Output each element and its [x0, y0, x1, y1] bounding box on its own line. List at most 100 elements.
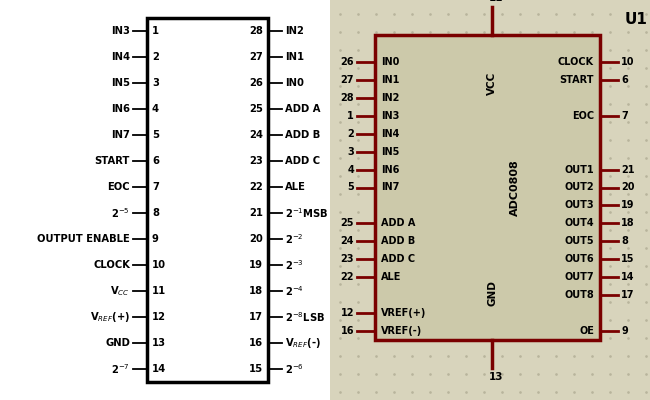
Text: CLOCK: CLOCK	[93, 260, 130, 270]
Text: CLOCK: CLOCK	[558, 57, 594, 67]
Text: START: START	[560, 75, 594, 85]
Text: GND: GND	[105, 338, 130, 348]
Bar	[147, 18, 268, 382]
Text: 2$^{-7}$: 2$^{-7}$	[111, 362, 130, 376]
Text: OUT8: OUT8	[564, 290, 594, 300]
Text: 2: 2	[347, 129, 354, 139]
Text: GND: GND	[487, 280, 497, 306]
Text: 4: 4	[152, 104, 159, 114]
Text: V$_{REF}$(+): V$_{REF}$(+)	[90, 310, 130, 324]
Text: 25: 25	[341, 218, 354, 228]
Text: 6: 6	[621, 75, 628, 85]
Text: 12: 12	[341, 308, 354, 318]
Text: 5: 5	[152, 130, 159, 140]
Text: 9: 9	[621, 326, 628, 336]
Text: 21: 21	[621, 164, 634, 174]
Bar	[330, 0, 650, 400]
Text: 28: 28	[249, 26, 263, 36]
Text: ADD C: ADD C	[381, 254, 415, 264]
Text: IN4: IN4	[111, 52, 130, 62]
Text: 11: 11	[489, 0, 503, 3]
Text: 2$^{-8}$LSB: 2$^{-8}$LSB	[285, 310, 325, 324]
Text: 15: 15	[621, 254, 634, 264]
Text: IN3: IN3	[381, 111, 399, 121]
Text: 2$^{-6}$: 2$^{-6}$	[285, 362, 304, 376]
Text: ALE: ALE	[381, 272, 402, 282]
Text: OUTPUT ENABLE: OUTPUT ENABLE	[37, 234, 130, 244]
Text: 14: 14	[152, 364, 166, 374]
Text: 16: 16	[341, 326, 354, 336]
Text: OUT3: OUT3	[564, 200, 594, 210]
Text: 22: 22	[341, 272, 354, 282]
Bar	[0, 0, 330, 400]
Text: 12: 12	[152, 312, 166, 322]
Text: 18: 18	[621, 218, 634, 228]
Text: 19: 19	[249, 260, 263, 270]
Text: 1: 1	[152, 26, 159, 36]
Text: 10: 10	[621, 57, 634, 67]
Text: 6: 6	[152, 156, 159, 166]
Text: V$_{REF}$(-): V$_{REF}$(-)	[285, 336, 321, 350]
Text: 23: 23	[341, 254, 354, 264]
Bar	[375, 35, 600, 340]
Text: 7: 7	[621, 111, 628, 121]
Text: 3: 3	[152, 78, 159, 88]
Text: 2$^{-4}$: 2$^{-4}$	[285, 284, 304, 298]
Text: OUT5: OUT5	[564, 236, 594, 246]
Text: VCC: VCC	[487, 72, 497, 96]
Text: 23: 23	[249, 156, 263, 166]
Text: 8: 8	[621, 236, 628, 246]
Text: 15: 15	[249, 364, 263, 374]
Text: 26: 26	[249, 78, 263, 88]
Text: V$_{CC}$: V$_{CC}$	[111, 284, 130, 298]
Text: 17: 17	[621, 290, 634, 300]
Text: OUT4: OUT4	[564, 218, 594, 228]
Text: IN7: IN7	[381, 182, 399, 192]
Text: ADD A: ADD A	[381, 218, 415, 228]
Text: IN4: IN4	[381, 129, 399, 139]
Text: 27: 27	[341, 75, 354, 85]
Text: OE: OE	[579, 326, 594, 336]
Text: OUT6: OUT6	[564, 254, 594, 264]
Text: 20: 20	[249, 234, 263, 244]
Text: 2$^{-5}$: 2$^{-5}$	[111, 206, 130, 220]
Text: EOC: EOC	[107, 182, 130, 192]
Text: OUT1: OUT1	[564, 164, 594, 174]
Text: 13: 13	[489, 372, 503, 382]
Text: IN1: IN1	[285, 52, 304, 62]
Text: 8: 8	[152, 208, 159, 218]
Text: 16: 16	[249, 338, 263, 348]
Text: 2$^{-2}$: 2$^{-2}$	[285, 232, 304, 246]
Text: VREF(+): VREF(+)	[381, 308, 426, 318]
Text: 20: 20	[621, 182, 634, 192]
Text: 22: 22	[249, 182, 263, 192]
Text: 28: 28	[341, 93, 354, 103]
Text: 18: 18	[249, 286, 263, 296]
Text: IN1: IN1	[381, 75, 399, 85]
Text: 2$^{-1}$MSB: 2$^{-1}$MSB	[285, 206, 329, 220]
Text: OUT7: OUT7	[564, 272, 594, 282]
Text: VREF(-): VREF(-)	[381, 326, 422, 336]
Text: 19: 19	[621, 200, 634, 210]
Text: 11: 11	[152, 286, 166, 296]
Text: ADC0808: ADC0808	[510, 159, 519, 216]
Text: ADD B: ADD B	[381, 236, 415, 246]
Text: IN0: IN0	[381, 57, 399, 67]
Text: 27: 27	[249, 52, 263, 62]
Text: 26: 26	[341, 57, 354, 67]
Text: ADD C: ADD C	[285, 156, 320, 166]
Text: ADD A: ADD A	[285, 104, 320, 114]
Text: ADD B: ADD B	[285, 130, 320, 140]
Text: EOC: EOC	[572, 111, 594, 121]
Text: 2$^{-3}$: 2$^{-3}$	[285, 258, 304, 272]
Text: IN2: IN2	[381, 93, 399, 103]
Text: 10: 10	[152, 260, 166, 270]
Text: 14: 14	[621, 272, 634, 282]
Text: IN5: IN5	[111, 78, 130, 88]
Text: 3: 3	[347, 147, 354, 157]
Text: 7: 7	[152, 182, 159, 192]
Text: IN6: IN6	[381, 164, 399, 174]
Text: 1: 1	[347, 111, 354, 121]
Text: 17: 17	[249, 312, 263, 322]
Text: 2: 2	[152, 52, 159, 62]
